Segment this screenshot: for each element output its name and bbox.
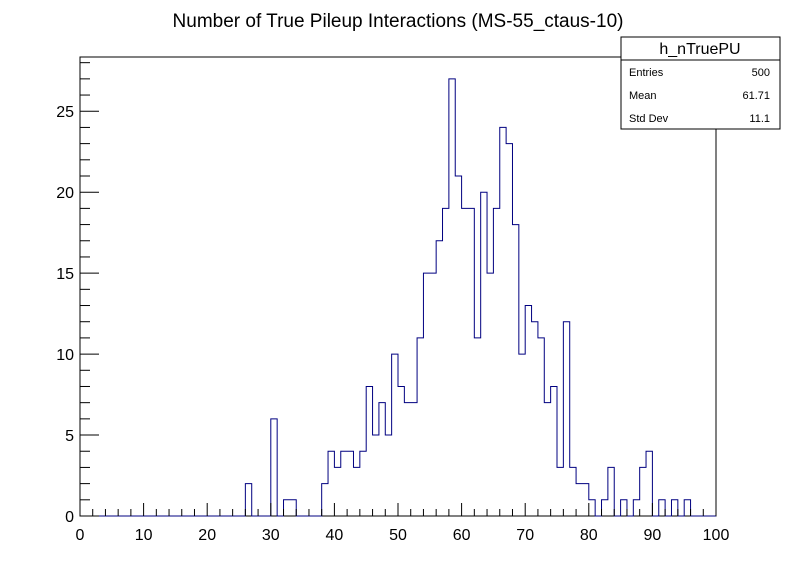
x-tick-label: 90: [644, 527, 662, 544]
x-tick-label: 10: [135, 527, 153, 544]
stats-mean-value: 61.71: [742, 90, 770, 102]
stats-box-title: h_nTruePU: [659, 41, 740, 58]
y-tick-label: 25: [56, 104, 74, 121]
stats-stddev-label: Std Dev: [629, 113, 669, 125]
y-tick-label: 10: [56, 347, 74, 364]
y-tick-label: 15: [56, 266, 74, 283]
x-tick-label: 80: [580, 527, 598, 544]
stats-stddev-value: 11.1: [749, 113, 770, 125]
x-tick-label: 30: [262, 527, 280, 544]
y-tick-label: 20: [56, 185, 74, 202]
y-tick-label: 5: [65, 428, 74, 445]
x-tick-label: 40: [326, 527, 344, 544]
histogram-line: [80, 78, 716, 517]
x-tick-label: 50: [389, 527, 407, 544]
stats-mean-label: Mean: [629, 90, 657, 102]
x-tick-label: 0: [76, 527, 85, 544]
stats-entries-value: 500: [752, 67, 770, 79]
x-tick-label: 20: [198, 527, 216, 544]
x-tick-label: 60: [453, 527, 471, 544]
y-axis: 0 5 10 15 20 25: [56, 62, 99, 526]
stats-box: h_nTruePU Entries 500 Mean 61.71 Std Dev…: [620, 36, 781, 130]
x-tick-label: 100: [703, 527, 730, 544]
x-axis: 0 10 20 30 40 50 60 70 80 90 100: [76, 503, 730, 544]
chart-title: Number of True Pileup Interactions (MS-5…: [173, 11, 624, 32]
stats-entries-label: Entries: [629, 67, 664, 79]
x-tick-label: 70: [516, 527, 534, 544]
y-tick-label: 0: [65, 509, 74, 526]
